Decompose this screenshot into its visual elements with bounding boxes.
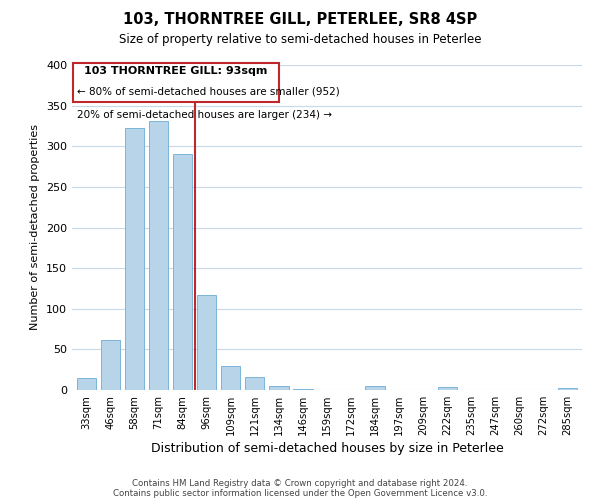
Bar — [365, 386, 385, 390]
FancyBboxPatch shape — [73, 62, 279, 102]
Bar — [149, 121, 168, 390]
Text: Size of property relative to semi-detached houses in Peterlee: Size of property relative to semi-detach… — [119, 32, 481, 46]
Bar — [173, 154, 192, 390]
Bar — [77, 378, 96, 390]
Bar — [269, 386, 289, 390]
Text: 20% of semi-detached houses are larger (234) →: 20% of semi-detached houses are larger (… — [77, 110, 332, 120]
Y-axis label: Number of semi-detached properties: Number of semi-detached properties — [31, 124, 40, 330]
X-axis label: Distribution of semi-detached houses by size in Peterlee: Distribution of semi-detached houses by … — [151, 442, 503, 455]
Text: Contains HM Land Registry data © Crown copyright and database right 2024.: Contains HM Land Registry data © Crown c… — [132, 478, 468, 488]
Bar — [437, 387, 457, 390]
Bar — [101, 340, 120, 390]
Bar — [221, 366, 241, 390]
Text: 103, THORNTREE GILL, PETERLEE, SR8 4SP: 103, THORNTREE GILL, PETERLEE, SR8 4SP — [123, 12, 477, 28]
Bar — [558, 388, 577, 390]
Bar — [293, 389, 313, 390]
Bar — [197, 295, 217, 390]
Bar — [245, 377, 265, 390]
Bar — [125, 128, 144, 390]
Text: ← 80% of semi-detached houses are smaller (952): ← 80% of semi-detached houses are smalle… — [77, 87, 340, 97]
Text: Contains public sector information licensed under the Open Government Licence v3: Contains public sector information licen… — [113, 488, 487, 498]
Text: 103 THORNTREE GILL: 93sqm: 103 THORNTREE GILL: 93sqm — [85, 66, 268, 76]
